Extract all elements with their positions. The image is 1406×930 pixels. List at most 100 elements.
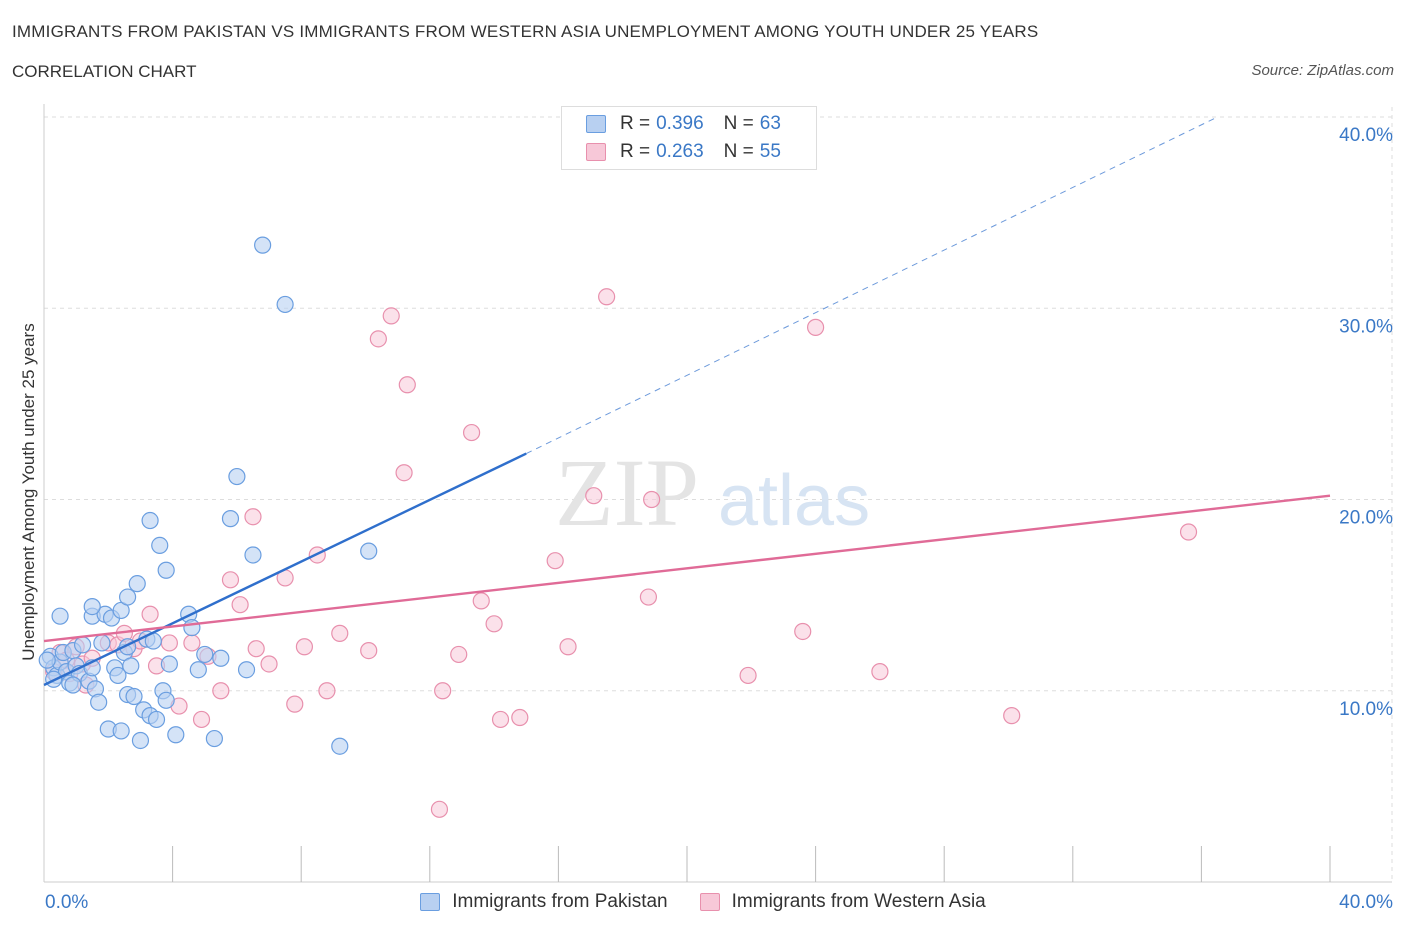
- data-point-western-asia: [369, 330, 387, 348]
- data-point-western-asia: [491, 710, 510, 729]
- data-point-pakistan: [331, 737, 349, 755]
- data-point-pakistan: [109, 666, 127, 685]
- stats-legend: R = 0.396 N = 63 R = 0.263 N = 55: [561, 106, 817, 170]
- data-point-pakistan: [38, 651, 56, 669]
- watermark: ZIP: [555, 439, 699, 546]
- data-point-pakistan: [147, 710, 166, 729]
- tick-labels: 10.0% 20.0% 30.0% 40.0% 0.0% 40.0%: [45, 125, 1393, 913]
- n-label: N =: [723, 141, 754, 162]
- data-point-pakistan: [205, 729, 223, 748]
- data-point-pakistan: [157, 561, 175, 579]
- data-point-western-asia: [221, 571, 240, 589]
- watermark-atlas: atlas: [718, 461, 870, 541]
- data-point-western-asia: [639, 588, 658, 606]
- data-point-pakistan: [221, 510, 240, 528]
- pink-swatch: [699, 893, 720, 911]
- data-point-pakistan: [276, 295, 294, 314]
- data-point-western-asia: [434, 682, 452, 700]
- data-point-pakistan: [64, 676, 82, 694]
- legend-label: Immigrants from Pakistan: [452, 891, 668, 912]
- data-point-western-asia: [286, 695, 304, 713]
- data-point-western-asia: [192, 710, 211, 729]
- data-point-western-asia: [183, 634, 201, 652]
- y-tick-label: 30.0%: [1339, 316, 1393, 337]
- data-point-western-asia: [559, 638, 577, 656]
- legend-row-western-asia: R = 0.263 N = 55: [586, 140, 781, 164]
- y-tick-label: 40.0%: [1339, 125, 1393, 146]
- data-point-pakistan: [131, 731, 150, 750]
- trend-lines: [43, 116, 1331, 687]
- y-tick-label: 10.0%: [1339, 699, 1393, 720]
- data-point-western-asia: [485, 615, 503, 633]
- r-value: 0.263: [656, 141, 704, 162]
- data-point-western-asia: [430, 800, 449, 818]
- data-point-western-asia: [244, 508, 262, 526]
- trend-line-western-asia: [43, 494, 1331, 643]
- data-point-western-asia: [141, 605, 159, 623]
- data-point-western-asia: [871, 663, 889, 681]
- data-point-western-asia: [1003, 707, 1021, 725]
- data-point-pakistan: [128, 575, 146, 593]
- data-point-pakistan: [160, 655, 178, 673]
- series-legend: Immigrants from Pakistan Immigrants from…: [0, 889, 1406, 915]
- data-point-pakistan: [183, 619, 201, 637]
- legend-item-pakistan: Immigrants from Pakistan: [420, 891, 668, 913]
- legend-row-pakistan: R = 0.396 N = 63: [586, 112, 781, 136]
- data-point-pakistan: [151, 536, 169, 555]
- data-point-pakistan: [167, 726, 185, 744]
- data-point-pakistan: [237, 661, 256, 679]
- data-point-pakistan: [157, 691, 175, 709]
- x-tick-label: 0.0%: [45, 892, 88, 913]
- data-point-western-asia: [231, 596, 249, 614]
- data-point-western-asia: [806, 318, 825, 336]
- data-point-pakistan: [118, 588, 137, 606]
- data-point-western-asia: [295, 638, 314, 656]
- data-point-pakistan: [141, 511, 159, 530]
- data-point-pakistan: [83, 597, 101, 616]
- data-point-western-asia: [360, 641, 378, 660]
- legend-label: Immigrants from Western Asia: [731, 891, 986, 912]
- trend-line-pakistan: [43, 452, 527, 687]
- data-point-western-asia: [462, 423, 481, 442]
- pink-swatch: [586, 143, 606, 161]
- data-point-western-asia: [318, 682, 336, 700]
- data-point-pakistan: [93, 634, 111, 652]
- data-point-western-asia: [160, 634, 178, 652]
- r-label: R =: [620, 141, 651, 162]
- x-tick-label: 40.0%: [1339, 892, 1393, 913]
- data-point-pakistan: [122, 657, 140, 675]
- data-point-pakistan: [360, 542, 378, 560]
- data-point-western-asia: [585, 487, 603, 505]
- data-point-pakistan: [90, 693, 108, 711]
- data-point-western-asia: [546, 552, 564, 570]
- data-point-pakistan: [228, 467, 246, 486]
- data-point-pakistan: [125, 687, 143, 706]
- data-point-pakistan: [112, 722, 130, 740]
- data-point-western-asia: [739, 666, 757, 685]
- data-point-western-asia: [472, 592, 490, 610]
- data-point-western-asia: [398, 376, 416, 394]
- y-axis-label: Unemployment Among Youth under 25 years: [19, 323, 38, 660]
- n-label: N =: [723, 113, 754, 134]
- data-point-pakistan: [73, 636, 92, 654]
- blue-swatch: [420, 893, 441, 911]
- data-point-western-asia: [598, 288, 616, 306]
- legend-item-western-asia: Immigrants from Western Asia: [699, 891, 986, 913]
- data-point-western-asia: [331, 624, 349, 642]
- r-value: 0.396: [656, 113, 704, 134]
- blue-swatch: [586, 115, 606, 133]
- data-point-western-asia: [260, 655, 278, 673]
- chart-title: IMMIGRANTS FROM PAKISTAN VS IMMIGRANTS F…: [12, 22, 1039, 41]
- trend-line-pakistan-extension: [526, 116, 1218, 455]
- data-point-western-asia: [450, 645, 468, 664]
- source-label: Source: ZipAtlas.com: [1251, 62, 1394, 79]
- data-point-pakistan: [244, 546, 262, 564]
- n-value: 55: [759, 141, 781, 162]
- data-point-pakistan: [212, 649, 230, 667]
- n-value: 63: [759, 113, 781, 134]
- blue-points: [38, 236, 378, 755]
- data-point-western-asia: [247, 640, 265, 658]
- data-point-pakistan: [196, 645, 214, 664]
- data-point-pakistan: [254, 236, 272, 254]
